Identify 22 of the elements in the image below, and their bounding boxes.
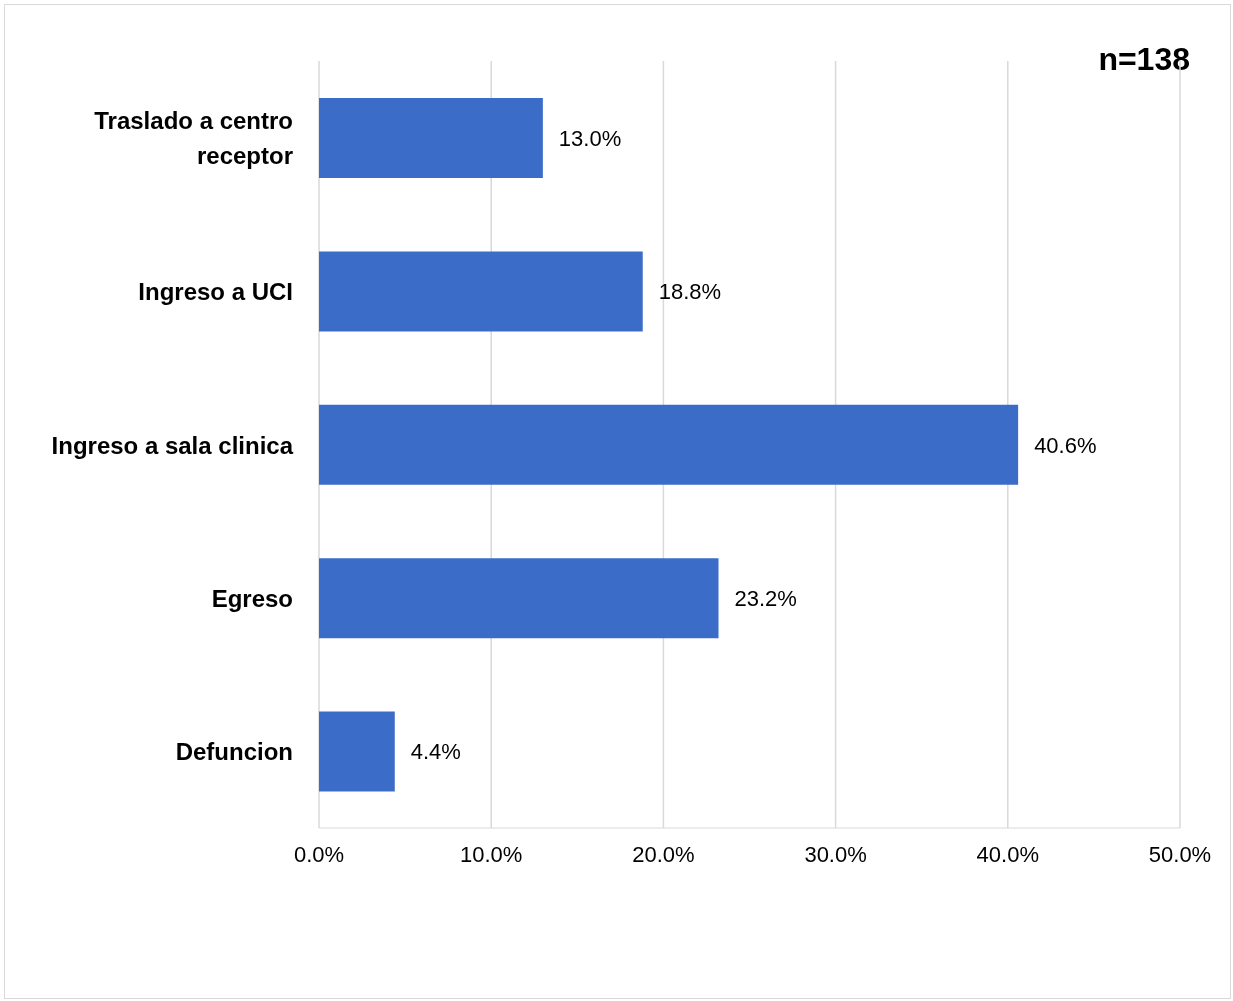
x-tick-label: 30.0% xyxy=(804,841,867,867)
x-tick-label: 20.0% xyxy=(632,841,695,867)
y-tick-label: Ingreso a UCI xyxy=(138,277,293,305)
x-tick-label: 40.0% xyxy=(976,841,1039,867)
bar xyxy=(319,251,643,332)
bar xyxy=(319,404,1019,485)
data-label: 40.6% xyxy=(1034,432,1097,458)
y-tick-label: Ingreso a sala clinica xyxy=(51,431,294,458)
y-tick-label: Defuncion xyxy=(175,737,293,765)
bar xyxy=(319,558,719,639)
y-tick-label: Traslado a centro receptor xyxy=(94,106,293,169)
data-label: 13.0% xyxy=(558,125,622,151)
x-tick-label: 10.0% xyxy=(460,841,523,867)
x-tick-label: 50.0% xyxy=(1148,841,1212,867)
annotation: n=138 xyxy=(1098,41,1190,78)
x-tick-label: 0.0% xyxy=(293,841,345,867)
data-label: 23.2% xyxy=(734,586,797,612)
bar xyxy=(319,98,543,178)
data-label: 18.8% xyxy=(658,279,722,305)
y-tick-label: Egreso xyxy=(211,584,293,612)
bar xyxy=(319,711,395,792)
data-label: 4.4% xyxy=(410,739,461,765)
